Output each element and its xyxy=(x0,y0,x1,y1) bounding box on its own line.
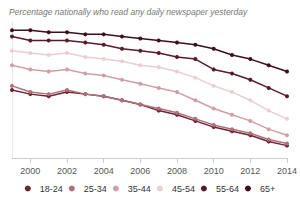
svg-text:2014: 2014 xyxy=(277,166,297,176)
svg-text:18-24: 18-24 xyxy=(40,184,63,194)
svg-text:45-54: 45-54 xyxy=(172,184,195,194)
svg-text:55-64: 55-64 xyxy=(216,184,239,194)
svg-text:25-34: 25-34 xyxy=(84,184,107,194)
svg-text:2010: 2010 xyxy=(204,166,224,176)
svg-text:Percentage nationally who read: Percentage nationally who read any daily… xyxy=(9,7,248,17)
svg-text:65+: 65+ xyxy=(260,184,275,194)
svg-text:2006: 2006 xyxy=(130,166,150,176)
svg-text:2008: 2008 xyxy=(167,166,187,176)
svg-text:2012: 2012 xyxy=(240,166,260,176)
svg-text:2004: 2004 xyxy=(94,166,114,176)
svg-text:2000: 2000 xyxy=(20,166,40,176)
svg-text:35-44: 35-44 xyxy=(128,184,151,194)
svg-text:2002: 2002 xyxy=(57,166,77,176)
